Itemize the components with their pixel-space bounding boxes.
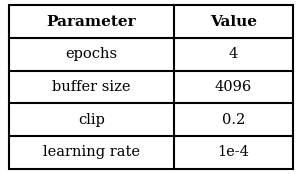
- Text: 1e-4: 1e-4: [217, 145, 249, 159]
- Text: 4096: 4096: [215, 80, 252, 94]
- Text: buffer size: buffer size: [52, 80, 131, 94]
- Text: epochs: epochs: [65, 47, 117, 61]
- Text: Parameter: Parameter: [47, 15, 136, 29]
- Text: 4: 4: [229, 47, 238, 61]
- Text: Value: Value: [210, 15, 257, 29]
- Text: 0.2: 0.2: [222, 113, 245, 127]
- Text: learning rate: learning rate: [43, 145, 140, 159]
- Text: clip: clip: [78, 113, 105, 127]
